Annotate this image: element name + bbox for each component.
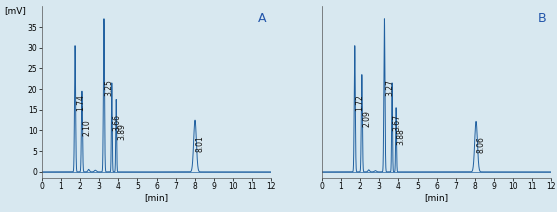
Text: 2.10: 2.10 bbox=[83, 119, 92, 136]
Text: 3.27: 3.27 bbox=[385, 79, 394, 96]
X-axis label: [min]: [min] bbox=[144, 193, 169, 202]
Y-axis label: [mV]: [mV] bbox=[4, 6, 27, 15]
Text: 3.67: 3.67 bbox=[393, 114, 402, 131]
Text: B: B bbox=[538, 11, 546, 25]
Text: 8.01: 8.01 bbox=[196, 135, 205, 152]
Text: A: A bbox=[257, 11, 266, 25]
Text: 2.09: 2.09 bbox=[363, 110, 372, 127]
Text: 3.89: 3.89 bbox=[117, 124, 126, 141]
Text: 1.72: 1.72 bbox=[355, 94, 364, 111]
Text: 3.66: 3.66 bbox=[113, 114, 121, 131]
Text: 8.06: 8.06 bbox=[477, 136, 486, 153]
X-axis label: [min]: [min] bbox=[424, 193, 449, 202]
Text: 3.88: 3.88 bbox=[397, 128, 406, 145]
Text: 3.25: 3.25 bbox=[105, 79, 114, 96]
Text: 1.74: 1.74 bbox=[76, 94, 85, 111]
